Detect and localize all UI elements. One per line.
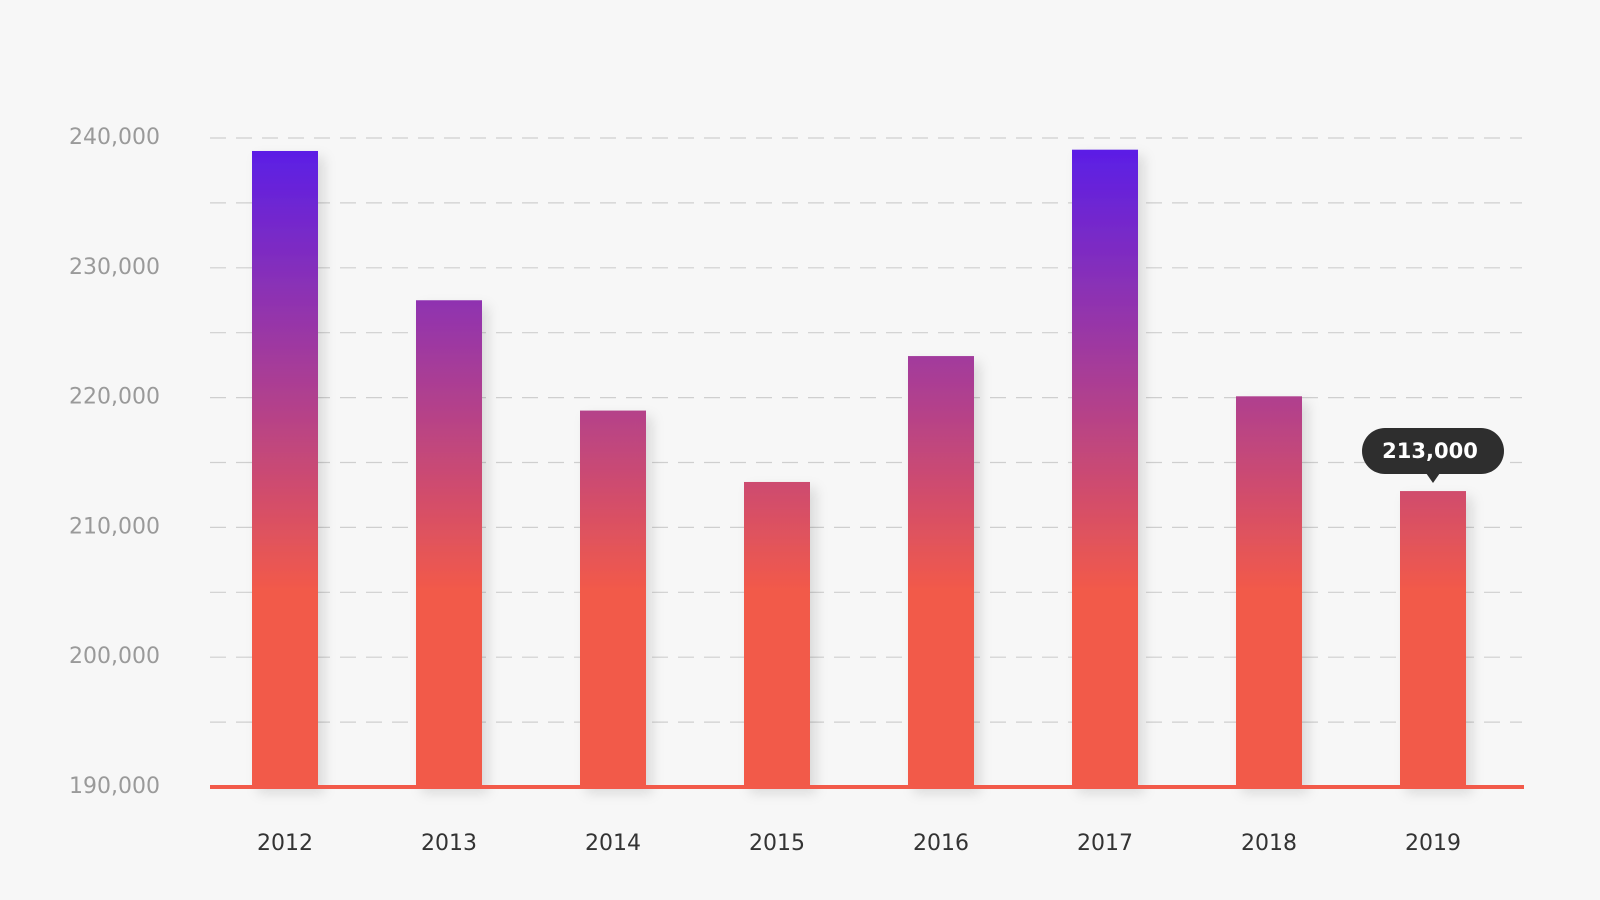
bar-2019 bbox=[1400, 491, 1466, 787]
y-tick-label: 200,000 bbox=[69, 644, 160, 669]
y-tick-label: 240,000 bbox=[69, 125, 160, 150]
bars bbox=[252, 149, 1466, 788]
tooltip-label: 213,000 bbox=[1382, 439, 1478, 463]
x-axis-baseline bbox=[210, 785, 1524, 789]
y-tick-label: 230,000 bbox=[69, 255, 160, 280]
x-tick-label: 2014 bbox=[585, 831, 641, 856]
x-tick-label: 2016 bbox=[913, 831, 969, 856]
y-tick-label: 220,000 bbox=[69, 385, 160, 410]
bar-2012 bbox=[252, 150, 318, 788]
bar-2017 bbox=[1072, 149, 1138, 787]
bar-2018 bbox=[1236, 396, 1302, 787]
value-tooltip: 213,000 bbox=[1362, 428, 1504, 484]
baseline bbox=[210, 785, 1524, 789]
x-tick-label: 2019 bbox=[1405, 831, 1461, 856]
x-tick-label: 2012 bbox=[257, 831, 313, 856]
y-tick-label: 210,000 bbox=[69, 514, 160, 539]
tooltip-box bbox=[1362, 428, 1504, 475]
x-axis-ticks: 2012 2013 2014 2015 2016 2017 2018 2019 bbox=[257, 831, 1461, 856]
y-axis-ticks: 190,000 200,000 210,000 220,000 230,000 240,0… bbox=[69, 125, 160, 799]
x-tick-label: 2015 bbox=[749, 831, 805, 856]
gridlines bbox=[210, 137, 1522, 723]
x-tick-label: 2013 bbox=[421, 831, 477, 856]
x-tick-label: 2018 bbox=[1241, 831, 1297, 856]
bar-2016 bbox=[908, 356, 974, 787]
tooltip-pointer bbox=[1426, 473, 1440, 484]
bar-2014 bbox=[580, 410, 646, 787]
y-tick-label: 190,000 bbox=[69, 774, 160, 799]
bar-2013 bbox=[416, 300, 482, 787]
bar-2015 bbox=[744, 481, 810, 787]
x-tick-label: 2017 bbox=[1077, 831, 1133, 856]
